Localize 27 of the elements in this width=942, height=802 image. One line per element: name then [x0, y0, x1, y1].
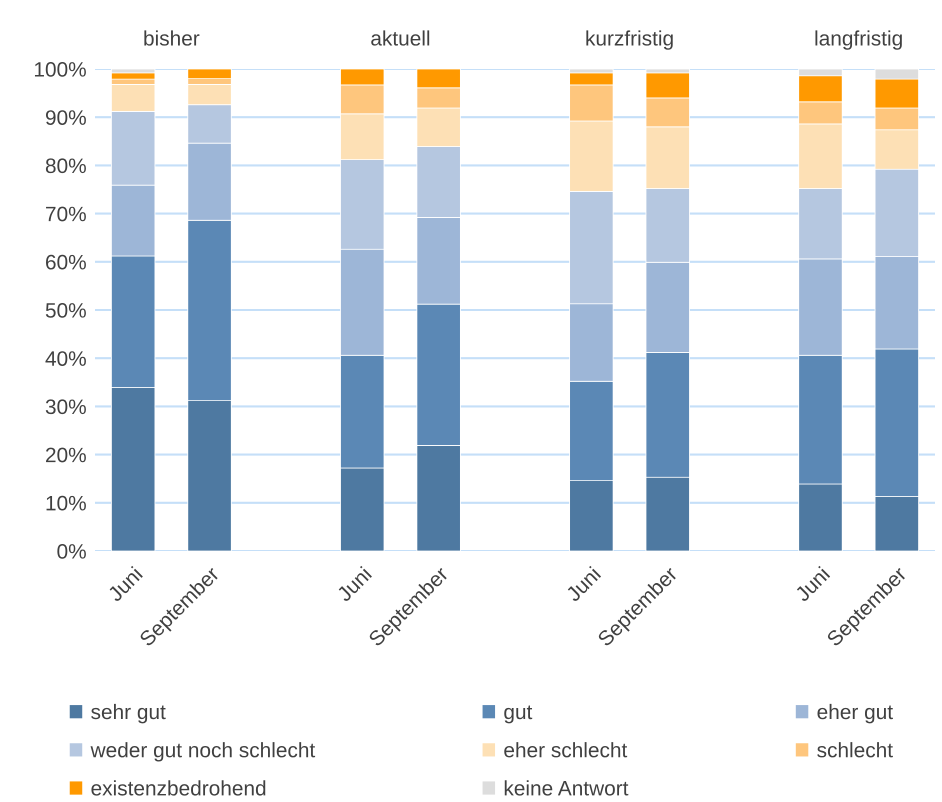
- y-tick-label: 60%: [46, 254, 86, 270]
- y-tick-label: 0%: [57, 544, 86, 559]
- legend-label: existenzbedrohend: [91, 780, 266, 796]
- legend-label: weder gut noch schlecht: [90, 742, 316, 762]
- y-tick-label: 100%: [34, 62, 86, 77]
- y-tick-label: 90%: [46, 110, 86, 125]
- x-tick-label: Juni: [106, 566, 144, 602]
- y-tick-label: 80%: [46, 158, 86, 174]
- x-tick-label: Juni: [335, 566, 372, 602]
- y-tick-label: 20%: [46, 448, 86, 462]
- legend-label: sehr gut: [91, 704, 166, 724]
- y-tick-label: 30%: [46, 399, 86, 414]
- y-tick-label: 10%: [46, 496, 86, 511]
- legend-label: eher gut: [818, 704, 893, 724]
- y-tick-label: 70%: [46, 206, 86, 222]
- legend-label: schlecht: [817, 742, 893, 758]
- text: langfristig: [815, 30, 902, 50]
- x-tick-label: Juni: [794, 566, 830, 602]
- legend-label: eher schlecht: [504, 742, 628, 758]
- x-tick-label: Juni: [564, 566, 602, 602]
- y-tick-label: 50%: [46, 303, 86, 318]
- legend-label: keine Antwort: [504, 780, 628, 796]
- text: aktuell: [371, 30, 430, 46]
- y-tick-label: 40%: [45, 351, 86, 366]
- text: kurzfristig: [586, 30, 673, 50]
- text: bisher: [144, 30, 200, 46]
- legend-label: gut: [504, 706, 532, 724]
